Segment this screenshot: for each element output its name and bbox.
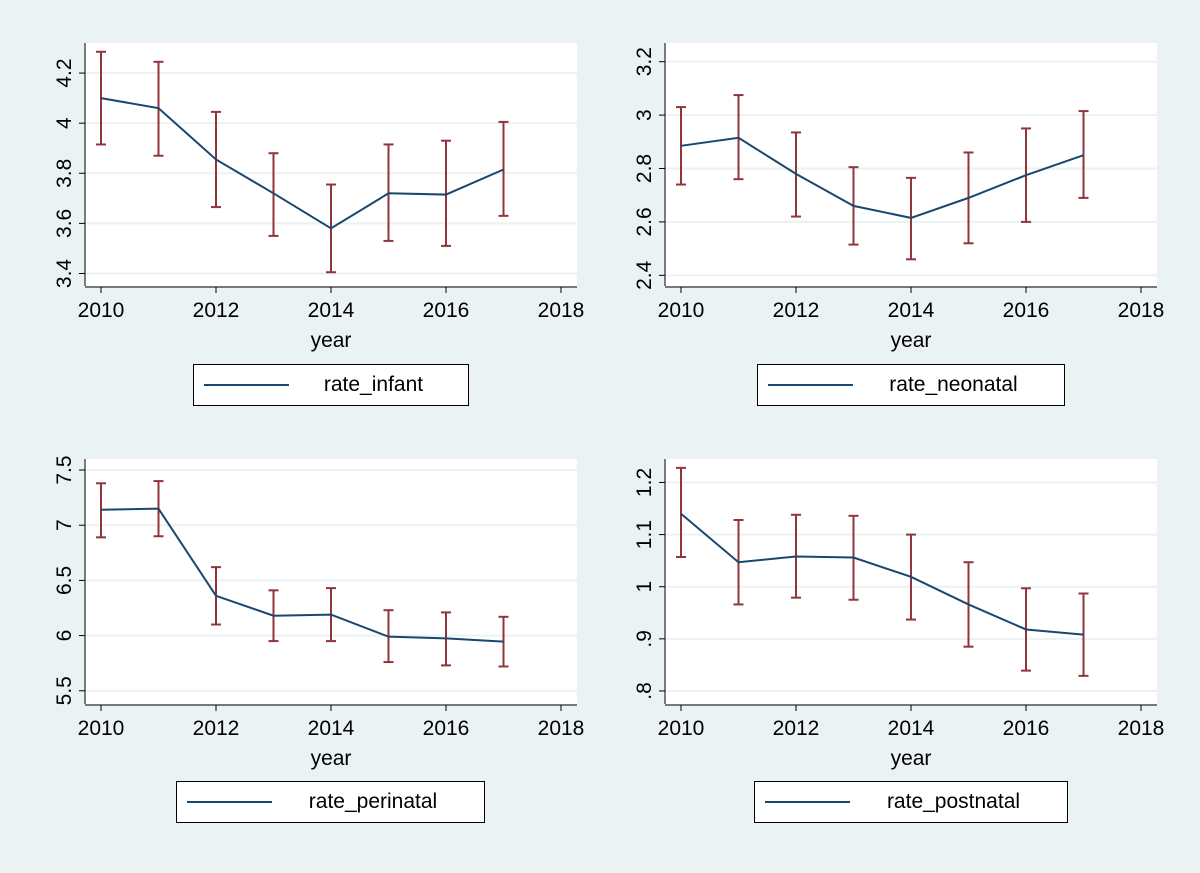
x-tick-label: 2018	[1118, 299, 1165, 322]
x-tick-label: 2014	[308, 299, 355, 322]
chart-panel-1: 3.4 3.6 3.8 4 4.2 2010 2012 2014 2016 2018 year	[53, 43, 584, 352]
legend-line-swatch	[765, 801, 850, 803]
y-tick-label: .8	[633, 682, 656, 700]
y-tick-label: 2.4	[633, 260, 656, 290]
y-tick-label: 4.2	[53, 58, 76, 87]
legend-4: rate_postnatal	[754, 781, 1068, 823]
chart-panel-3: 5.5 6 6.5 7 7.5 2010 2012 2014 2016 2018 year	[53, 455, 584, 770]
legend-label: rate_postnatal	[886, 790, 1021, 813]
y-tick-label: 7.5	[53, 455, 76, 484]
ci-error-bar	[441, 139, 451, 247]
chart-panel-4: .8 .9 1 1.1 1.2 2010 2012 2014 2016 2018 year	[633, 459, 1164, 770]
y-tick-label: 3.2	[633, 47, 656, 76]
x-tick-label: 2018	[538, 717, 585, 740]
x-tick-label: 2012	[773, 717, 820, 740]
y-tick-label: 3	[633, 109, 656, 121]
legend-line-swatch	[187, 801, 272, 803]
x-axis-title: year	[311, 329, 352, 352]
y-tick-label: 5.5	[53, 676, 76, 705]
plot-area	[85, 459, 577, 704]
legend-3: rate_perinatal	[176, 781, 485, 823]
x-tick-label: 2012	[193, 717, 240, 740]
y-tick-label: 1.1	[633, 520, 656, 549]
x-tick-label: 2014	[888, 299, 935, 322]
x-tick-label: 2012	[773, 299, 820, 322]
x-axis-title: year	[311, 747, 352, 770]
x-tick-label: 2010	[78, 717, 125, 740]
y-tick-label: 1	[633, 581, 656, 593]
y-tick-label: 4	[53, 117, 76, 129]
y-tick-label: 6	[53, 630, 76, 642]
x-tick-label: 2014	[888, 717, 935, 740]
x-tick-label: 2010	[658, 299, 705, 322]
x-tick-label: 2016	[423, 299, 470, 322]
series-line-rate_infant	[100, 97, 504, 230]
ci-error-bar	[1078, 110, 1089, 199]
legend-line-swatch	[204, 384, 289, 386]
x-tick-label: 2016	[1003, 299, 1050, 322]
series-line-rate_neonatal	[680, 136, 1084, 219]
x-axis-title: year	[891, 329, 932, 352]
x-tick-label: 2018	[538, 299, 585, 322]
x-tick-label: 2010	[78, 299, 125, 322]
x-tick-label: 2016	[423, 717, 470, 740]
x-tick-label: 2012	[193, 299, 240, 322]
y-tick-label: 2.6	[633, 207, 656, 236]
y-tick-label: 3.8	[53, 159, 76, 188]
legend-label: rate_perinatal	[308, 790, 438, 813]
legend-1: rate_infant	[193, 364, 469, 406]
y-tick-label: 7	[53, 519, 76, 531]
y-tick-label: 1.2	[633, 468, 656, 497]
y-tick-label: 3.4	[53, 259, 76, 289]
y-tick-label: 6.5	[53, 566, 76, 595]
legend-2: rate_neonatal	[757, 364, 1065, 406]
chart-panel-2: 2.4 2.6 2.8 3 3.2 2010 2012 2014 2016 2018 year	[633, 43, 1164, 352]
ci-error-bar	[268, 152, 279, 237]
legend-label: rate_neonatal	[889, 373, 1018, 396]
x-axis-title: year	[891, 747, 932, 770]
y-tick-label: .9	[633, 630, 656, 648]
y-tick-label: 3.6	[53, 209, 76, 238]
series-line-rate_perinatal	[100, 507, 504, 643]
legend-label: rate_infant	[323, 373, 424, 396]
ci-error-bar	[498, 120, 509, 217]
y-tick-label: 2.8	[633, 154, 656, 183]
x-tick-label: 2014	[308, 717, 355, 740]
legend-line-swatch	[768, 384, 853, 386]
x-tick-label: 2010	[658, 717, 705, 740]
x-tick-label: 2016	[1003, 717, 1050, 740]
x-tick-label: 2018	[1118, 717, 1165, 740]
series-line-rate_postnatal	[680, 512, 1084, 636]
ci-error-bar	[96, 482, 106, 539]
ci-error-bar	[676, 466, 686, 558]
